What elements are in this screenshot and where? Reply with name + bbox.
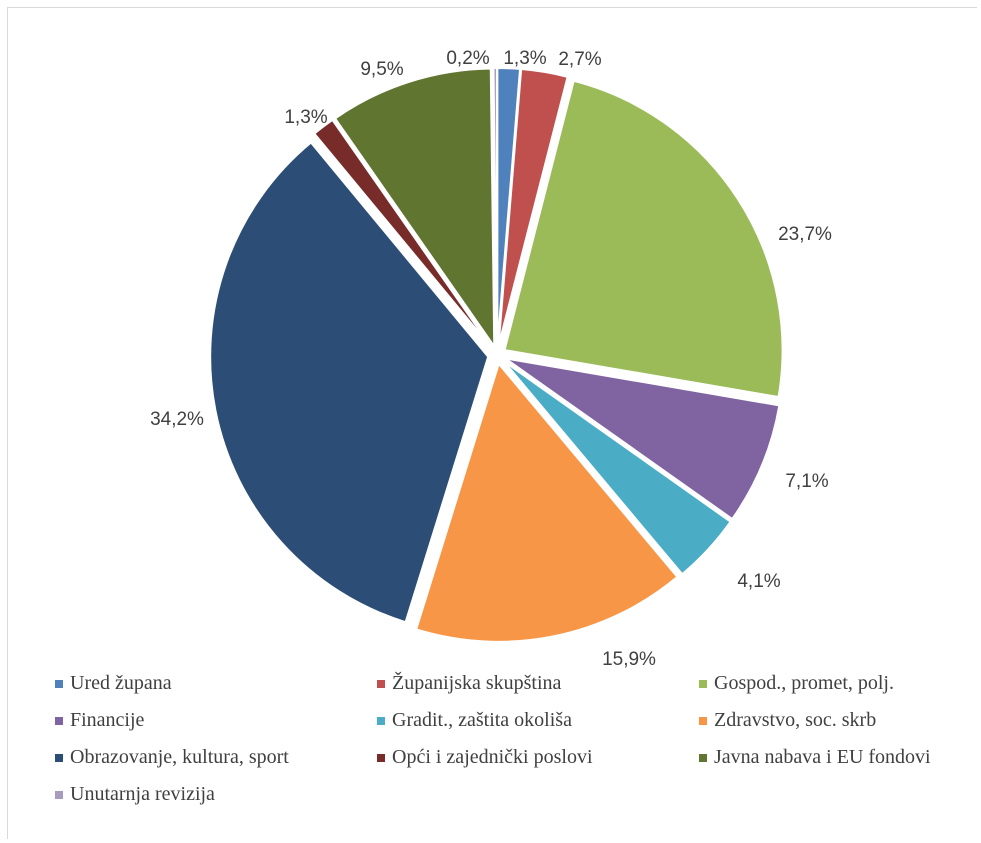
pie-slice-4: [504, 357, 781, 521]
legend-item: Gospod., promet, polj.: [699, 668, 979, 699]
pie-slice-9: [333, 67, 496, 350]
legend-label: Javna nabava i EU fondovi: [714, 746, 931, 768]
legend-item: Opći i zajednički poslovi: [377, 742, 699, 773]
legend-item: Zdravstvo, soc. skrb: [699, 705, 979, 736]
pie-slice-8: [312, 118, 493, 349]
pie-slice-3: [503, 79, 784, 399]
legend-swatch: [55, 679, 63, 688]
legend-swatch: [55, 790, 63, 799]
legend-swatch: [377, 679, 385, 688]
legend-label: Županijska skupština: [392, 672, 562, 694]
legend-label: Unutarnja revizija: [70, 783, 215, 805]
legend-swatch: [699, 753, 707, 762]
data-label-4: 7,1%: [785, 471, 828, 492]
pie-slice-6: [414, 361, 679, 643]
data-label-6: 15,9%: [602, 649, 656, 670]
legend-item: Obrazovanje, kultura, sport: [55, 742, 377, 773]
legend-swatch: [377, 753, 385, 762]
legend-label: Gradit., zaštita okoliša: [392, 709, 572, 731]
legend-item: Javna nabava i EU fondovi: [699, 742, 979, 773]
data-label-2: 2,7%: [558, 49, 601, 70]
data-label-5: 4,1%: [737, 571, 780, 592]
legend-item: Financije: [55, 705, 377, 736]
legend-swatch: [699, 679, 707, 688]
legend-label: Financije: [70, 709, 145, 731]
pie-slice-7: [209, 141, 490, 624]
legend-swatch: [55, 716, 63, 725]
legend-label: Obrazovanje, kultura, sport: [70, 746, 289, 768]
chart-legend: Ured župana Županijska skupština Gospod., …: [55, 668, 975, 810]
legend-label: Zdravstvo, soc. skrb: [714, 709, 877, 731]
data-label-1: 1,3%: [503, 48, 546, 69]
data-label-9: 9,5%: [360, 59, 403, 80]
data-label-7: 34,2%: [150, 409, 204, 430]
pie-slice-2: [497, 67, 569, 347]
legend-label: Opći i zajednički poslovi: [392, 746, 593, 768]
legend-swatch: [377, 716, 385, 725]
legend-label: Ured župana: [70, 672, 172, 694]
legend-swatch: [699, 716, 707, 725]
pie-slice-10: [492, 67, 498, 347]
legend-label: Gospod., promet, polj.: [714, 672, 894, 694]
data-label-8: 1,3%: [284, 107, 327, 128]
legend-item: Županijska skupština: [377, 668, 699, 699]
pie-slice-5: [502, 360, 732, 576]
chart-frame: [7, 7, 977, 839]
legend-item: Gradit., zaštita okoliša: [377, 705, 699, 736]
data-label-3: 23,7%: [778, 224, 832, 245]
data-label-10: 0,2%: [446, 48, 489, 69]
legend-item: Unutarnja revizija: [55, 779, 377, 810]
legend-swatch: [55, 753, 63, 762]
legend-item: Ured župana: [55, 668, 377, 699]
